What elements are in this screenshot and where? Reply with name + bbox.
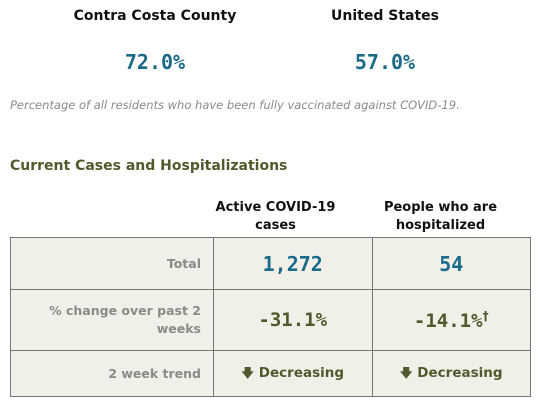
arrow-down-icon: 🡇	[399, 366, 413, 380]
section-title: Current Cases and Hospitalizations	[10, 158, 288, 174]
county-vaccination-rate: 72.0%	[124, 50, 186, 74]
arrow-down-icon: 🡇	[241, 366, 254, 380]
table-row-total: Total 1,272 54	[10, 237, 531, 290]
trend-hospitalized-cell: 🡇 Decreasing	[371, 350, 531, 397]
county-label: Contra Costa County	[73, 8, 237, 24]
total-hospitalized: 54	[439, 251, 464, 276]
change-hospitalized-cell: -14.1%†	[371, 289, 531, 351]
change-active-cell: -31.1%	[213, 289, 373, 351]
vaccination-note: Percentage of all residents who have bee…	[10, 98, 460, 112]
us-vaccination-rate: 57.0%	[354, 50, 416, 74]
hospitalized-trend: Decreasing	[417, 365, 503, 381]
row-label-change: % change over past 2 weeks	[10, 289, 214, 351]
dagger-footnote-marker: †	[482, 308, 489, 323]
county-vaccination: Contra Costa County 72.0%	[30, 6, 280, 74]
hospitalized-header: People who are hospitalized	[383, 200, 498, 233]
row-label-trend: 2 week trend	[10, 350, 214, 397]
cases-table: Total 1,272 54 % change over past 2 week…	[10, 237, 531, 397]
us-label: United States	[331, 8, 439, 24]
table-row-trend: 2 week trend 🡇 Decreasing 🡇 Decreasing	[10, 350, 531, 397]
total-hospitalized-cell: 54	[371, 237, 531, 290]
hospitalized-change: -14.1%	[413, 309, 483, 332]
vaccination-comparison: Contra Costa County 72.0% United States …	[0, 6, 540, 76]
active-cases-change: -31.1%	[258, 309, 328, 331]
row-label-total: Total	[10, 237, 214, 290]
table-row-change: % change over past 2 weeks -31.1% -14.1%…	[10, 289, 531, 351]
total-active-cases: 1,272	[262, 251, 323, 276]
total-active-cell: 1,272	[213, 237, 373, 290]
us-vaccination: United States 57.0%	[280, 6, 490, 74]
active-cases-header: Active COVID-19 cases	[215, 200, 336, 233]
trend-active-cell: 🡇 Decreasing	[213, 350, 373, 397]
active-cases-trend: Decreasing	[258, 365, 345, 381]
